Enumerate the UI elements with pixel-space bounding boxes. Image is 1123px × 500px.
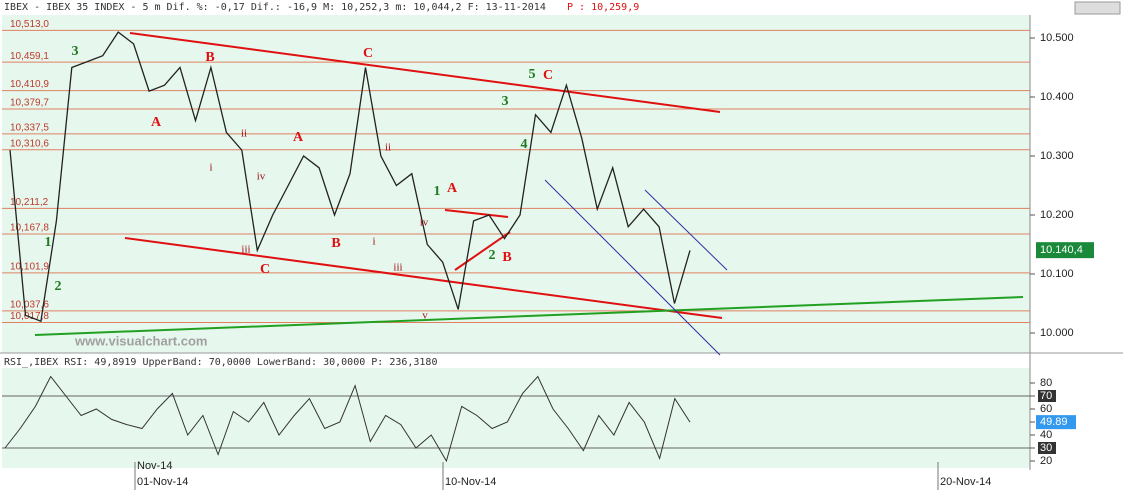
trend-line <box>34 296 1024 336</box>
y-tick-label: 10.100 <box>1040 268 1074 280</box>
date-label: 01-Nov-14 <box>137 476 188 488</box>
wave-label: C <box>363 46 373 61</box>
wave-label: 2 <box>489 248 496 263</box>
last-price-label: 10.140,4 <box>1040 244 1083 256</box>
wave-label: A <box>151 115 162 130</box>
wave-label: 5 <box>529 67 536 82</box>
wave-label: iv <box>257 171 266 183</box>
level-label: 10,037,6 <box>10 299 49 310</box>
channel-line <box>544 179 721 356</box>
wave-label: 3 <box>72 44 79 59</box>
trend-line <box>129 32 721 113</box>
rsi-title: RSI_,IBEX RSI: 49,8919 UpperBand: 70,000… <box>4 357 437 368</box>
rsi-tick-label: 60 <box>1040 403 1052 415</box>
y-tick-label: 10.000 <box>1040 327 1074 339</box>
level-label: 10,310,6 <box>10 138 49 149</box>
level-label: 10,459,1 <box>10 51 49 62</box>
rsi-line <box>4 375 691 463</box>
wave-label: 1 <box>45 235 52 250</box>
rsi-tick-label: 30 <box>1040 442 1052 454</box>
y-tick-label: 10.300 <box>1040 150 1074 162</box>
rsi-last-label: 49.89 <box>1040 416 1068 428</box>
trend-line <box>124 237 723 319</box>
level-label: 10,379,7 <box>10 98 49 109</box>
level-label: 10,513,0 <box>10 19 49 30</box>
wave-label: ii <box>385 142 391 154</box>
wave-label: A <box>293 130 304 145</box>
triangle-line <box>444 209 509 218</box>
window-buttons[interactable] <box>1074 1 1121 15</box>
wave-label: B <box>502 250 511 265</box>
wave-label: C <box>260 262 270 277</box>
header-title: IBEX - IBEX 35 INDEX - 5 m Dif. %: -0,17… <box>4 2 546 13</box>
level-label: 10,211,2 <box>10 197 49 208</box>
level-label: 10,337,5 <box>10 123 49 134</box>
y-tick-label: 10.200 <box>1040 209 1074 221</box>
rsi-tick-label: 40 <box>1040 429 1052 441</box>
date-label: 20-Nov-14 <box>940 476 991 488</box>
price-line <box>9 31 691 323</box>
wave-label: B <box>331 236 340 251</box>
level-label: 10,410,9 <box>10 79 49 90</box>
wave-label: C <box>543 68 553 83</box>
trend-lines <box>34 32 1024 356</box>
wave-label: iii <box>393 262 402 274</box>
price-panel <box>2 15 1030 353</box>
wave-label: v <box>422 310 428 322</box>
triangle-line <box>454 231 511 271</box>
wave-label: i <box>372 236 375 248</box>
band-box <box>1038 442 1056 454</box>
wave-label: B <box>205 50 214 65</box>
wave-label: ii <box>241 128 247 140</box>
wave-label: 4 <box>521 137 528 152</box>
y-tick-label: 10.400 <box>1040 91 1074 103</box>
wave-label: 3 <box>502 94 509 109</box>
wave-label: iii <box>241 244 250 256</box>
rsi-panel <box>2 368 1030 468</box>
rsi-tick-label: 80 <box>1040 377 1052 389</box>
y-tick-label: 10.500 <box>1040 32 1074 44</box>
watermark: www.visualchart.com <box>74 333 207 348</box>
last-price-box <box>1036 242 1094 259</box>
level-label: 10,167,8 <box>10 223 49 234</box>
wave-label: A <box>447 181 458 196</box>
rsi-last-box <box>1036 415 1076 430</box>
date-label: 10-Nov-14 <box>445 476 496 488</box>
band-box <box>1038 390 1056 402</box>
date-label: Nov-14 <box>137 460 172 472</box>
rsi-tick-label: 20 <box>1040 455 1052 467</box>
level-label: 10,101,9 <box>10 262 49 273</box>
header-price: P : 10,259,9 <box>567 2 639 13</box>
channel-line <box>644 189 728 271</box>
wave-label: iv <box>420 217 429 229</box>
wave-label: 2 <box>55 279 62 294</box>
rsi-tick-label: 70 <box>1040 390 1052 402</box>
wave-label: i <box>209 162 212 174</box>
wave-label: 1 <box>434 184 441 199</box>
